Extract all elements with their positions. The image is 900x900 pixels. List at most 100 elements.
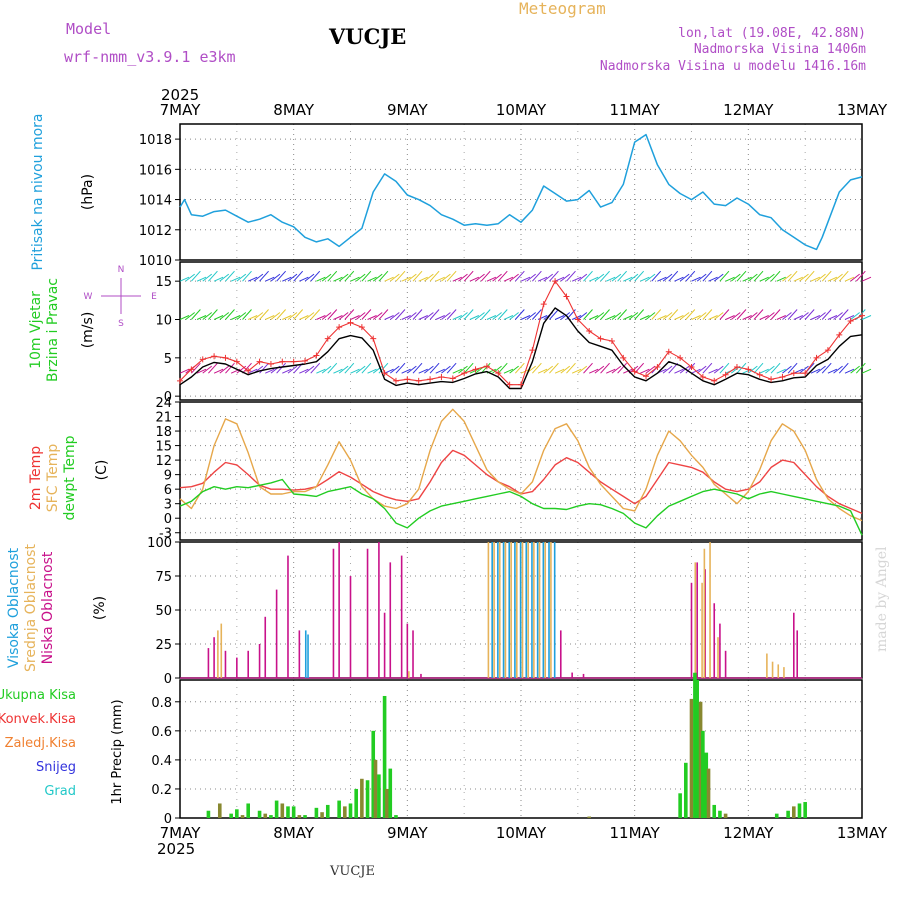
wind-arrow <box>270 312 281 320</box>
wind-arrow <box>543 273 554 282</box>
wind-arrow <box>833 273 843 282</box>
precip-bar <box>235 809 239 818</box>
wind-arrow <box>446 309 457 320</box>
wind-arrow <box>276 309 286 320</box>
wind-arrow <box>208 362 218 374</box>
wind-arrow <box>736 270 747 282</box>
wind-arrow <box>640 276 650 282</box>
wind-arrow <box>219 312 230 320</box>
wind-arrow <box>708 315 718 320</box>
y-tick-label: 6 <box>164 483 172 498</box>
wind-arrow <box>395 309 406 320</box>
wind-arrow <box>577 273 588 282</box>
wind-arrow <box>549 309 559 320</box>
wind-arrow <box>441 273 451 282</box>
gust-marker <box>199 356 206 363</box>
wind-arrow <box>833 365 843 374</box>
precip-bar <box>337 800 341 818</box>
wind-arrow <box>855 362 866 374</box>
pressure-ylabel: Pritisak na nivou mora <box>30 113 46 270</box>
precip-bar <box>394 815 398 818</box>
gust-marker <box>188 366 195 373</box>
wind-arrow <box>304 365 315 374</box>
y-tick-label: 10 <box>155 314 172 329</box>
wind-arrow <box>361 362 372 374</box>
cloud-panel: 0 25 50 75 100 Visoka Oblacnost Srednja Oblacn… <box>6 536 863 687</box>
wind-arrow <box>850 365 860 374</box>
gust-marker <box>859 312 865 319</box>
wind-arrow <box>372 312 383 320</box>
y-tick-label: 1018 <box>139 133 172 148</box>
x-tick-top: 13MAY <box>837 101 888 119</box>
wind-arrow <box>759 315 769 320</box>
wind-arrow <box>526 312 536 320</box>
precip-legend-item: Zaledj.Kisa <box>5 736 76 751</box>
wind-arrow <box>497 309 508 320</box>
wind-arrow <box>412 309 423 320</box>
x-tick-top: 10MAY <box>496 101 547 119</box>
wind-arrow <box>202 365 213 374</box>
wind-arrow <box>418 368 428 374</box>
credit-text: made by Angel <box>874 546 890 652</box>
wind-arrow <box>475 312 485 320</box>
wind-arrow <box>554 368 565 374</box>
gust-marker <box>529 347 536 354</box>
wind-arrow <box>344 309 355 320</box>
wind-arrow <box>446 270 457 282</box>
wind-arrow <box>236 312 247 320</box>
wind-arrow <box>765 365 775 374</box>
wind-arrow <box>549 270 559 282</box>
wind-arrow <box>748 273 758 282</box>
wind-arrow <box>463 270 474 282</box>
wind-arrow <box>821 309 832 320</box>
wind-arrow <box>418 276 428 282</box>
gust-marker <box>222 354 229 361</box>
gust-marker <box>790 370 797 377</box>
wind-arrow <box>401 368 411 374</box>
wind-arrow <box>247 276 258 282</box>
wind-arrow <box>816 365 826 374</box>
wind-arrow <box>242 362 252 374</box>
wind-arrow <box>446 362 457 374</box>
precip-bar <box>704 752 709 818</box>
gust-marker <box>415 377 422 384</box>
wind-arrow <box>782 312 792 320</box>
compass-w: W <box>84 292 93 302</box>
wind-arrow <box>821 362 832 374</box>
x-tick-top: 7MAY <box>160 101 202 119</box>
y-tick-label: 75 <box>155 570 172 585</box>
x-tick-top: 11MAY <box>610 101 661 119</box>
wind-speed-line <box>179 307 863 390</box>
precip-bar <box>388 768 393 818</box>
y-tick-label: 3 <box>164 498 172 513</box>
wind-arrow <box>219 273 230 282</box>
x-tick-top: 9MAY <box>387 101 429 119</box>
wind-arrow <box>810 315 821 320</box>
wind-arrow <box>827 315 838 320</box>
cloud-unit: (%) <box>92 596 108 620</box>
gust-marker <box>233 358 240 365</box>
wind-arrow <box>179 315 190 320</box>
y-tick-label: 100 <box>147 536 172 551</box>
wind-arrow <box>696 273 707 282</box>
wind-arrow <box>497 362 508 374</box>
compass-s: S <box>118 319 124 329</box>
precip-legend-item: Snijeg <box>36 760 76 775</box>
wind-arrow <box>429 309 440 320</box>
wind-arrow <box>844 368 855 374</box>
wind-arrow <box>469 276 480 282</box>
wind-arrow <box>759 368 769 374</box>
precip-bar <box>365 780 370 818</box>
wind-arrow <box>810 276 821 282</box>
precip-bar <box>695 680 699 818</box>
gust-marker <box>267 360 274 367</box>
wind-arrow <box>606 276 616 282</box>
wind-arrow <box>225 362 235 374</box>
precip-bar <box>382 695 387 818</box>
wind-arrow <box>372 273 383 282</box>
wind-arrow <box>429 362 440 374</box>
wind-arrow <box>787 362 798 374</box>
